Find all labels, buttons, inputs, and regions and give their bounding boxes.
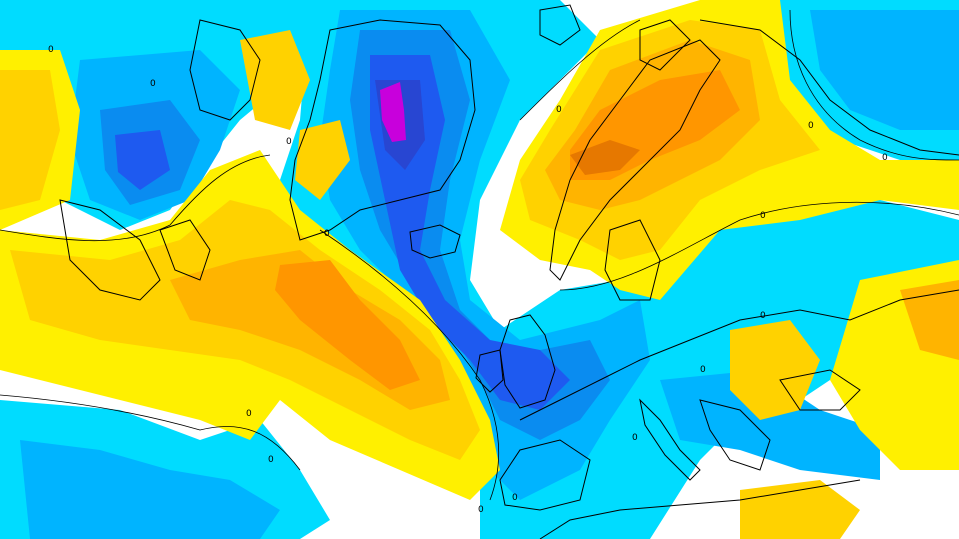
- cold-anomaly-canada-core-blue: [115, 130, 170, 190]
- contour-label: 0: [150, 79, 156, 89]
- contour-label: 0: [324, 229, 330, 239]
- contour-label: 0: [700, 365, 706, 375]
- contour-label: 0: [632, 433, 638, 443]
- zero-contours: [0, 9, 959, 501]
- contour-label: 0: [760, 211, 766, 221]
- contour-label: 0: [48, 45, 54, 55]
- warm-anomaly-scandinavia-core: [570, 140, 640, 175]
- contour-label: 0: [760, 311, 766, 321]
- coastline-baltic: [604, 219, 661, 301]
- coastline-iberia: [499, 439, 591, 511]
- coastline-scandinavia: [549, 39, 721, 281]
- cold-anomaly-mediterranean: [660, 370, 880, 480]
- contour-label: 0: [882, 153, 888, 163]
- warm-anomaly-eastern-europe: [730, 320, 820, 420]
- contour-label: 0: [556, 105, 562, 115]
- coastline-hudson: [59, 199, 161, 301]
- coastline-iceland: [409, 224, 461, 259]
- coastlines: [59, 4, 959, 539]
- coastline-labrador: [159, 219, 211, 281]
- warm-anomaly-north-america-west-core: [0, 70, 60, 210]
- coastline-europe: [519, 289, 959, 421]
- zero-contour-europe: [559, 201, 959, 291]
- coastline-balkans: [699, 399, 771, 471]
- zero-contour-subtropics: [0, 394, 301, 471]
- contour-label: 0: [246, 409, 252, 419]
- coastline-svalbard: [539, 4, 581, 46]
- zero-contour-russia: [789, 9, 959, 161]
- coastline-novaya-zemlya: [639, 19, 691, 71]
- coastline-greenland: [289, 19, 476, 241]
- contour-label: 0: [512, 493, 518, 503]
- contour-label: 0: [478, 505, 484, 515]
- coastline-canadian-archipelago: [189, 19, 261, 121]
- coastline-north-africa: [539, 479, 861, 539]
- warm-anomaly-west-greenland: [295, 120, 350, 200]
- coastline-italy: [639, 398, 701, 481]
- contour-labels: 0 0 0 0 0 0 0 0 0 0 0 0 0 0 0: [48, 45, 888, 515]
- contour-label: 0: [808, 121, 814, 131]
- coastline-ireland: [475, 349, 504, 393]
- contour-label: 0: [286, 137, 292, 147]
- cold-anomaly-subtropical-atlantic-core: [20, 440, 280, 539]
- warm-anomaly-atlantic-ridge-orange: [275, 260, 420, 390]
- warm-anomaly-baffin: [240, 30, 310, 130]
- zero-contour-scandinavia: [519, 19, 641, 121]
- cold-anomaly-arctic-russia-core: [810, 10, 959, 130]
- cold-anomaly-greenland-peak: [380, 82, 406, 142]
- warm-anomaly-east-edge-gold: [900, 280, 959, 360]
- contour-label: 0: [268, 455, 274, 465]
- zero-contour-atlantic: [319, 229, 500, 501]
- zero-contour-north-america: [0, 154, 271, 242]
- coastline-russia-arctic: [699, 19, 959, 156]
- coastline-black-sea: [779, 369, 861, 411]
